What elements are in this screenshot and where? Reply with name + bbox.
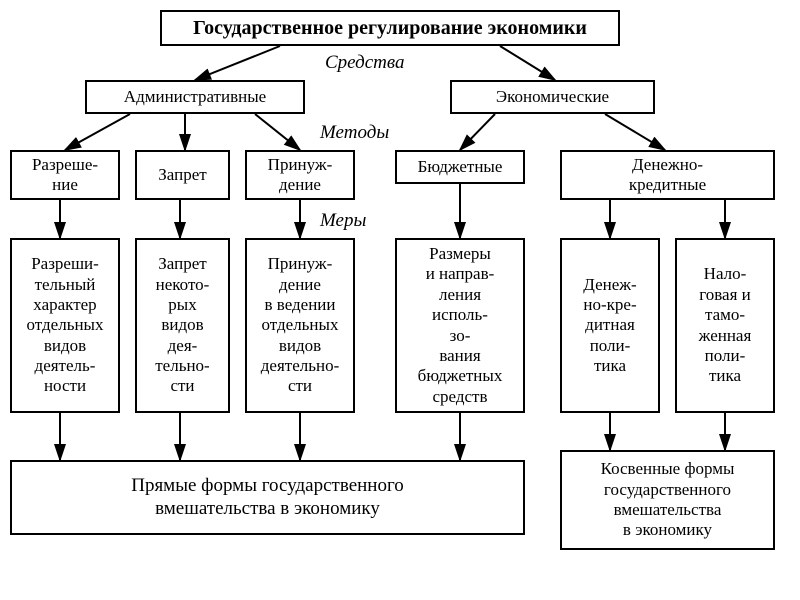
- node-m6: Нало-говая итамо-женнаяполи-тика: [675, 238, 775, 413]
- node-direct: Прямые формы государственноговмешательст…: [10, 460, 525, 535]
- node-root: Государственное регулирование экономики: [160, 10, 620, 46]
- node-m4: Размерыи направ-ленияисполь-зо-ваниябюдж…: [395, 238, 525, 413]
- node-budget: Бюджетные: [395, 150, 525, 184]
- label-metody: Методы: [320, 122, 389, 144]
- label-mery: Меры: [320, 210, 366, 232]
- node-money: Денежно-кредитные: [560, 150, 775, 200]
- diagram-canvas: Государственное регулирование экономики …: [0, 0, 800, 600]
- node-econ: Экономические: [450, 80, 655, 114]
- node-prinuzh: Принуж-дение: [245, 150, 355, 200]
- node-m5: Денеж-но-кре-дитнаяполи-тика: [560, 238, 660, 413]
- node-razresh: Разреше-ние: [10, 150, 120, 200]
- node-admin: Административные: [85, 80, 305, 114]
- node-m1: Разреши-тельныйхарактеротдельныхвидовдея…: [10, 238, 120, 413]
- node-indirect: Косвенные формыгосударственноговмешатель…: [560, 450, 775, 550]
- node-m3: Принуж-дениев веденииотдельныхвидовдеяте…: [245, 238, 355, 413]
- node-zapret: Запрет: [135, 150, 230, 200]
- label-sredstva: Средства: [325, 52, 405, 74]
- node-m2: Запретнекото-рыхвидовдея-тельно-сти: [135, 238, 230, 413]
